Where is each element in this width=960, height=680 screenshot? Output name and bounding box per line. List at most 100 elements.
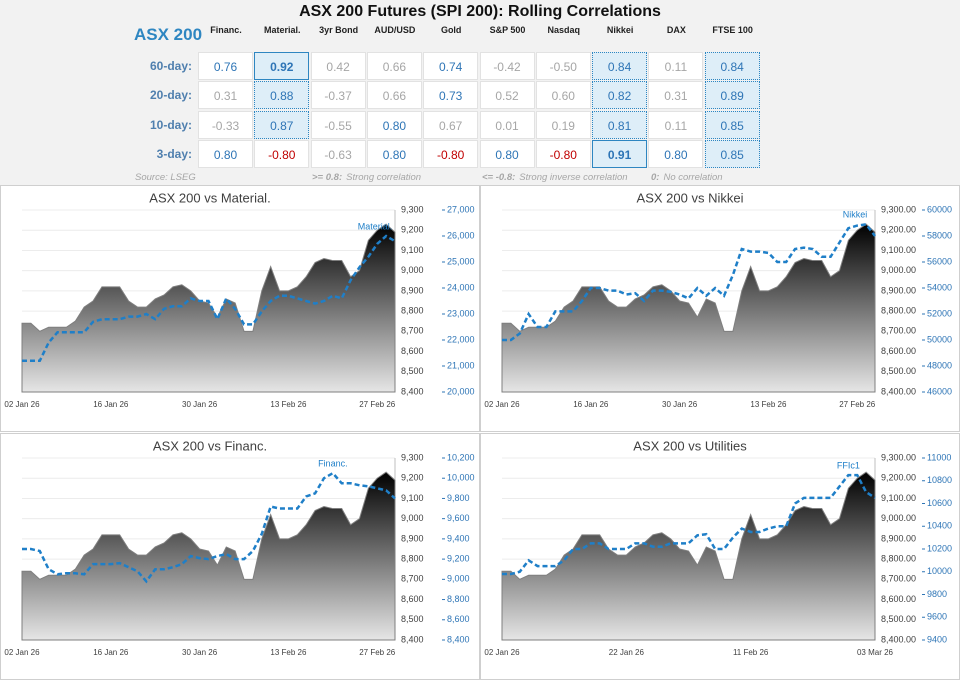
y2-tick-label: 56000: [927, 256, 952, 266]
y-tick-label: 8,400.00: [881, 634, 916, 644]
y-tick-label: 8,500: [401, 366, 424, 376]
y2-tick-label: 26,000: [447, 230, 475, 240]
y2-tick-label: 10600: [927, 498, 952, 508]
x-tick-label: 16 Jan 26: [93, 648, 129, 657]
table-corner: ASX 200: [134, 25, 203, 44]
y-tick-label: 8,400: [401, 386, 424, 396]
y-tick-label: 9,300.00: [881, 452, 916, 462]
correlation-cell: 0.81: [592, 111, 648, 139]
y-tick-label: 9,300: [401, 204, 424, 214]
y-tick-label: 9,000.00: [881, 513, 916, 523]
y2-tick-label: 22,000: [447, 334, 475, 344]
y2-tick-label: 10000: [927, 566, 952, 576]
y-tick-label: 8,700.00: [881, 326, 916, 336]
x-tick-label: 30 Jan 26: [182, 648, 218, 657]
note-text: No correlation: [663, 172, 723, 183]
x-tick-label: 16 Jan 26: [573, 400, 609, 409]
x-tick-label: 27 Feb 26: [839, 400, 876, 409]
y-tick-label: 8,800: [401, 553, 424, 563]
legend-note: 0: No correlation: [651, 172, 723, 183]
y2-tick-label: 9400: [927, 634, 947, 644]
y2-tick-label: 9,400: [447, 533, 470, 543]
correlation-cell: -0.80: [254, 140, 310, 168]
y-tick-label: 8,500.00: [881, 366, 916, 376]
x-tick-label: 11 Feb 26: [733, 648, 769, 657]
y2-tick-label: 54000: [927, 282, 952, 292]
y-tick-label: 8,600.00: [881, 594, 916, 604]
y-tick-label: 9,200: [401, 225, 424, 235]
correlation-cell: 0.80: [366, 140, 422, 168]
correlation-cell: -0.55: [310, 111, 366, 139]
x-tick-label: 13 Feb 26: [270, 400, 307, 409]
y2-tick-label: 20,000: [447, 386, 475, 396]
series-label: FFIc1: [837, 460, 860, 470]
y2-tick-label: 10800: [927, 475, 952, 485]
y-tick-label: 9,000: [401, 513, 424, 523]
correlation-cell: 0.19: [535, 111, 591, 139]
y-tick-label: 9,000: [401, 265, 424, 275]
y2-tick-label: 27,000: [447, 204, 475, 214]
y2-tick-label: 9,800: [447, 493, 470, 503]
correlation-cell: 0.73: [423, 81, 479, 109]
correlation-cell: 0.60: [535, 81, 591, 109]
charts: ASX 200 vs Material. 8,400 8,500 8,600 8,700…: [0, 185, 960, 680]
column-header: Nikkei: [606, 25, 634, 35]
y-tick-label: 9,300.00: [881, 204, 916, 214]
y-tick-label: 8,500.00: [881, 614, 916, 624]
column-header: S&P 500: [489, 25, 526, 35]
series-label: Material.: [358, 221, 393, 231]
y2-tick-label: 8,600: [447, 614, 470, 624]
column-header: Gold: [440, 25, 462, 35]
correlation-cell: 0.11: [648, 111, 704, 139]
x-tick-label: 03 Mar 26: [857, 648, 894, 657]
correlation-cell: -0.80: [423, 140, 479, 168]
x-tick-label: 27 Feb 26: [359, 648, 396, 657]
column-header: Financ.: [210, 25, 242, 35]
correlation-cell: -0.63: [310, 140, 366, 168]
y-tick-label: 8,500: [401, 614, 424, 624]
chart-title: ASX 200 vs Financ.: [153, 438, 267, 453]
correlation-cell: 0.11: [648, 52, 704, 80]
y-tick-label: 8,700.00: [881, 574, 916, 584]
y2-tick-label: 8,800: [447, 594, 470, 604]
y2-tick-label: 52000: [927, 308, 952, 318]
series-line: [22, 234, 396, 363]
y2-tick-label: 9,200: [447, 553, 470, 563]
correlation-panel: ASX 200 Futures (SPI 200): Rolling Corre…: [0, 0, 960, 185]
row-header: 3-day:: [156, 147, 192, 161]
y-tick-label: 8,900.00: [881, 533, 916, 543]
note-text: Strong correlation: [346, 172, 422, 183]
x-tick-label: 27 Feb 26: [359, 400, 396, 409]
correlation-cell: 0.82: [592, 81, 648, 109]
correlation-cell: 0.80: [648, 140, 704, 168]
x-tick-label: 16 Jan 26: [93, 400, 129, 409]
y2-tick-label: 46000: [927, 386, 952, 396]
correlation-cell: -0.42: [479, 52, 535, 80]
column-header: DAX: [666, 25, 686, 35]
y2-tick-label: 24,000: [447, 282, 475, 292]
series-line: [502, 473, 876, 576]
correlation-cell: 0.01: [479, 111, 535, 139]
y-tick-label: 8,700: [401, 326, 424, 336]
x-tick-label: 30 Jan 26: [662, 400, 698, 409]
y-tick-label: 8,800.00: [881, 305, 916, 315]
chart-title: ASX 200 vs Material.: [149, 190, 270, 205]
correlation-cell: 0.88: [254, 81, 310, 109]
y-tick-label: 8,900: [401, 285, 424, 295]
note-key: >= 0.8:: [312, 172, 343, 183]
column-header: Material.: [264, 25, 301, 35]
correlation-cell: 0.84: [704, 52, 760, 80]
chart-title: ASX 200 vs Nikkei: [637, 190, 744, 205]
correlation-cell: 0.91: [592, 140, 648, 168]
correlation-cell: 0.84: [592, 52, 648, 80]
y-tick-label: 8,600.00: [881, 346, 916, 356]
y-tick-label: 9,100.00: [881, 245, 916, 255]
y-tick-label: 8,800: [401, 305, 424, 315]
correlation-cell: 0.42: [310, 52, 366, 80]
y2-tick-label: 9,000: [447, 574, 470, 584]
note-key: <= -0.8:: [482, 172, 516, 183]
correlation-cell: 0.52: [479, 81, 535, 109]
column-header: FTSE 100: [712, 25, 753, 35]
y2-tick-label: 10400: [927, 521, 952, 531]
